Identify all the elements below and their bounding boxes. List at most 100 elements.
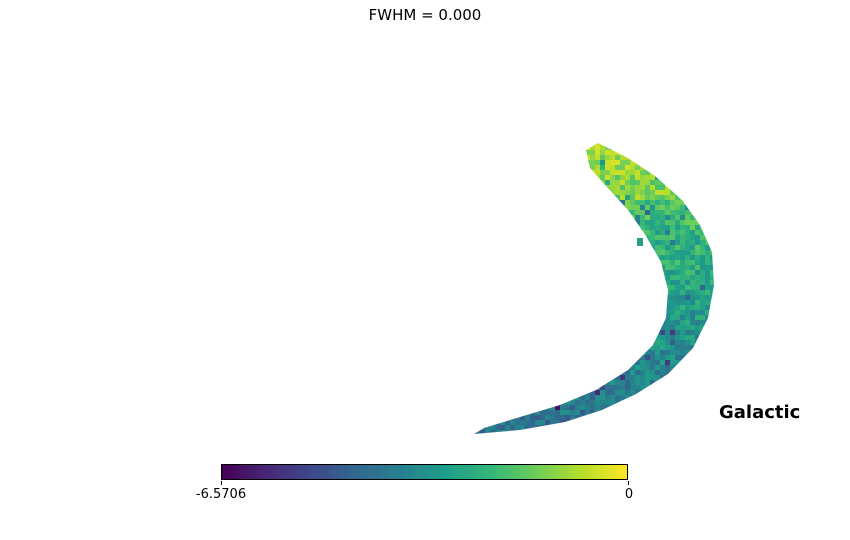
map-pixel — [515, 320, 520, 325]
map-pixel — [590, 345, 595, 350]
map-pixel — [610, 390, 615, 395]
map-pixel — [630, 215, 635, 220]
map-pixel — [670, 185, 675, 190]
map-pixel — [525, 365, 530, 370]
map-pixel — [545, 285, 550, 290]
map-pixel — [605, 160, 610, 165]
map-pixel — [685, 400, 690, 405]
map-pixel — [510, 285, 515, 290]
map-pixel — [605, 205, 610, 210]
map-pixel — [500, 290, 505, 295]
map-pixel — [710, 210, 714, 215]
map-pixel — [670, 435, 675, 440]
map-pixel — [550, 185, 555, 190]
map-pixel — [570, 345, 575, 350]
map-pixel — [625, 195, 630, 200]
map-pixel — [635, 365, 640, 370]
map-pixel — [700, 143, 705, 145]
map-pixel — [620, 390, 625, 395]
map-pixel — [625, 315, 630, 320]
map-pixel — [645, 365, 650, 370]
map-pixel — [625, 345, 630, 350]
map-pixel — [675, 143, 680, 145]
map-pixel — [645, 220, 650, 225]
map-pixel — [490, 265, 495, 270]
map-pixel — [560, 245, 565, 250]
map-pixel — [474, 260, 475, 265]
map-pixel — [610, 415, 615, 420]
map-pixel — [590, 340, 595, 345]
map-pixel — [630, 230, 635, 235]
map-pixel — [480, 240, 485, 245]
map-pixel — [640, 385, 645, 390]
map-pixel — [670, 225, 675, 230]
map-pixel — [570, 280, 575, 285]
map-pixel — [705, 225, 710, 230]
map-pixel — [600, 310, 605, 315]
map-pixel — [605, 420, 610, 425]
map-pixel — [625, 325, 630, 330]
map-pixel — [630, 350, 635, 355]
map-pixel — [655, 180, 660, 185]
map-pixel — [535, 143, 540, 145]
map-pixel — [600, 280, 605, 285]
map-pixel — [500, 355, 505, 360]
map-pixel — [595, 310, 600, 315]
map-pixel — [475, 205, 480, 210]
map-pixel — [675, 390, 680, 395]
map-pixel — [710, 385, 714, 390]
map-pixel — [680, 320, 685, 325]
map-pixel — [715, 370, 720, 375]
map-pixel — [590, 205, 595, 210]
map-pixel — [695, 150, 700, 155]
map-pixel — [575, 315, 580, 320]
map-pixel — [715, 280, 720, 285]
map-pixel — [630, 275, 635, 280]
map-pixel — [710, 225, 714, 230]
map-pixel — [670, 230, 675, 235]
map-pixel — [705, 295, 710, 300]
map-pixel — [525, 435, 530, 440]
map-pixel — [490, 405, 495, 410]
map-pixel — [715, 395, 720, 400]
map-pixel — [575, 330, 580, 335]
map-pixel — [510, 330, 515, 335]
map-pixel — [665, 295, 670, 300]
map-pixel — [485, 295, 490, 300]
map-pixel — [570, 360, 575, 365]
map-pixel — [575, 375, 580, 380]
map-pixel — [565, 375, 570, 380]
map-pixel — [670, 345, 675, 350]
map-pixel — [505, 330, 510, 335]
map-pixel — [635, 400, 640, 405]
map-pixel — [500, 390, 505, 395]
map-pixel — [605, 260, 610, 265]
map-pixel — [480, 335, 485, 340]
map-pixel — [485, 185, 490, 190]
map-pixel — [510, 375, 515, 380]
map-pixel — [595, 355, 600, 360]
map-pixel — [530, 340, 535, 345]
map-pixel — [510, 405, 515, 410]
map-pixel — [525, 410, 530, 415]
map-pixel — [600, 175, 605, 180]
map-pixel — [690, 400, 695, 405]
map-pixel — [620, 315, 625, 320]
map-pixel — [655, 200, 660, 205]
map-pixel — [480, 230, 485, 235]
map-pixel — [665, 225, 670, 230]
map-pixel — [565, 435, 570, 440]
map-pixel — [595, 330, 600, 335]
map-pixel — [630, 280, 635, 285]
map-pixel — [560, 165, 565, 170]
map-pixel — [695, 265, 700, 270]
map-pixel — [580, 325, 585, 330]
map-pixel — [480, 290, 485, 295]
map-pixel — [710, 245, 714, 250]
map-pixel — [650, 143, 655, 145]
map-pixel — [505, 420, 510, 425]
map-pixel — [670, 360, 675, 365]
map-pixel — [650, 350, 655, 355]
map-pixel — [545, 235, 550, 240]
map-pixel — [670, 395, 675, 400]
